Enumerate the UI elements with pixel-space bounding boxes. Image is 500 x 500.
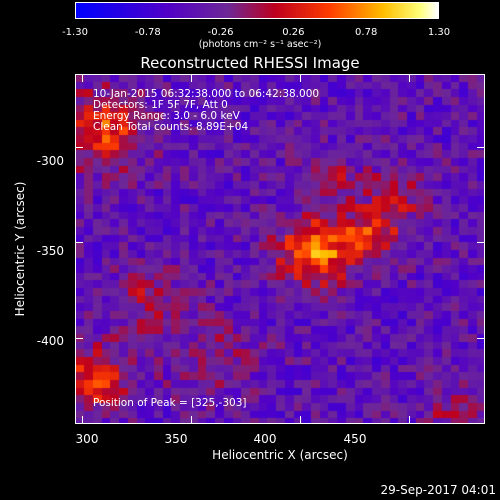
x-tick-label: 400 <box>253 432 277 446</box>
tick-mark <box>75 242 83 244</box>
x-tick-label: 300 <box>75 432 99 446</box>
time-range-annotation: 10-Jan-2015 06:32:38.000 to 06:42:38.000 <box>93 88 320 100</box>
tick-mark <box>190 416 192 424</box>
peak-position-annotation: Position of Peak = [325,-303] <box>93 397 247 409</box>
x-tick-label: 450 <box>343 432 367 446</box>
colorbar-tick: 1.30 <box>427 27 451 38</box>
tick-mark <box>81 74 83 82</box>
tick-mark <box>81 416 83 424</box>
plot-area: 10-Jan-2015 06:32:38.000 to 06:42:38.000… <box>75 74 485 424</box>
x-axis-label: Heliocentric X (arcsec) <box>212 448 348 462</box>
colorbar-tick: 0.78 <box>355 27 378 38</box>
tick-mark <box>190 74 192 82</box>
clean-counts-annotation: Clean Total counts: 8.89E+04 <box>93 121 249 133</box>
heatmap-image <box>76 75 484 423</box>
plot-timestamp: 29-Sep-2017 04:01 <box>380 483 496 497</box>
y-tick-label: -300 <box>36 154 64 168</box>
x-tick-label: 350 <box>164 432 188 446</box>
tick-mark <box>477 242 485 244</box>
detectors-annotation: Detectors: 1F 5F 7F, Att 0 <box>93 99 228 111</box>
colorbar-tick: 0.26 <box>282 27 305 38</box>
y-tick-label: -400 <box>36 334 64 348</box>
colorbar-tick: -1.30 <box>62 27 88 38</box>
tick-mark <box>477 337 485 339</box>
colorbar-units: (photons cm⁻² s⁻¹ asec⁻²) <box>198 39 322 50</box>
tick-mark <box>408 416 410 424</box>
tick-mark <box>299 74 301 82</box>
chart-title: Reconstructed RHESSI Image <box>140 54 360 72</box>
tick-mark <box>477 146 485 148</box>
tick-mark <box>408 74 410 82</box>
y-axis-label: Heliocentric Y (arcsec) <box>13 181 27 317</box>
colorbar-tick: -0.78 <box>134 27 161 38</box>
colorbar-tick: -0.26 <box>207 27 234 38</box>
energy-range-annotation: Energy Range: 3.0 - 6.0 keV <box>93 110 240 122</box>
tick-mark <box>299 416 301 424</box>
tick-mark <box>75 146 83 148</box>
tick-mark <box>75 337 83 339</box>
colorbar <box>75 2 439 19</box>
y-tick-label: -350 <box>36 244 64 258</box>
